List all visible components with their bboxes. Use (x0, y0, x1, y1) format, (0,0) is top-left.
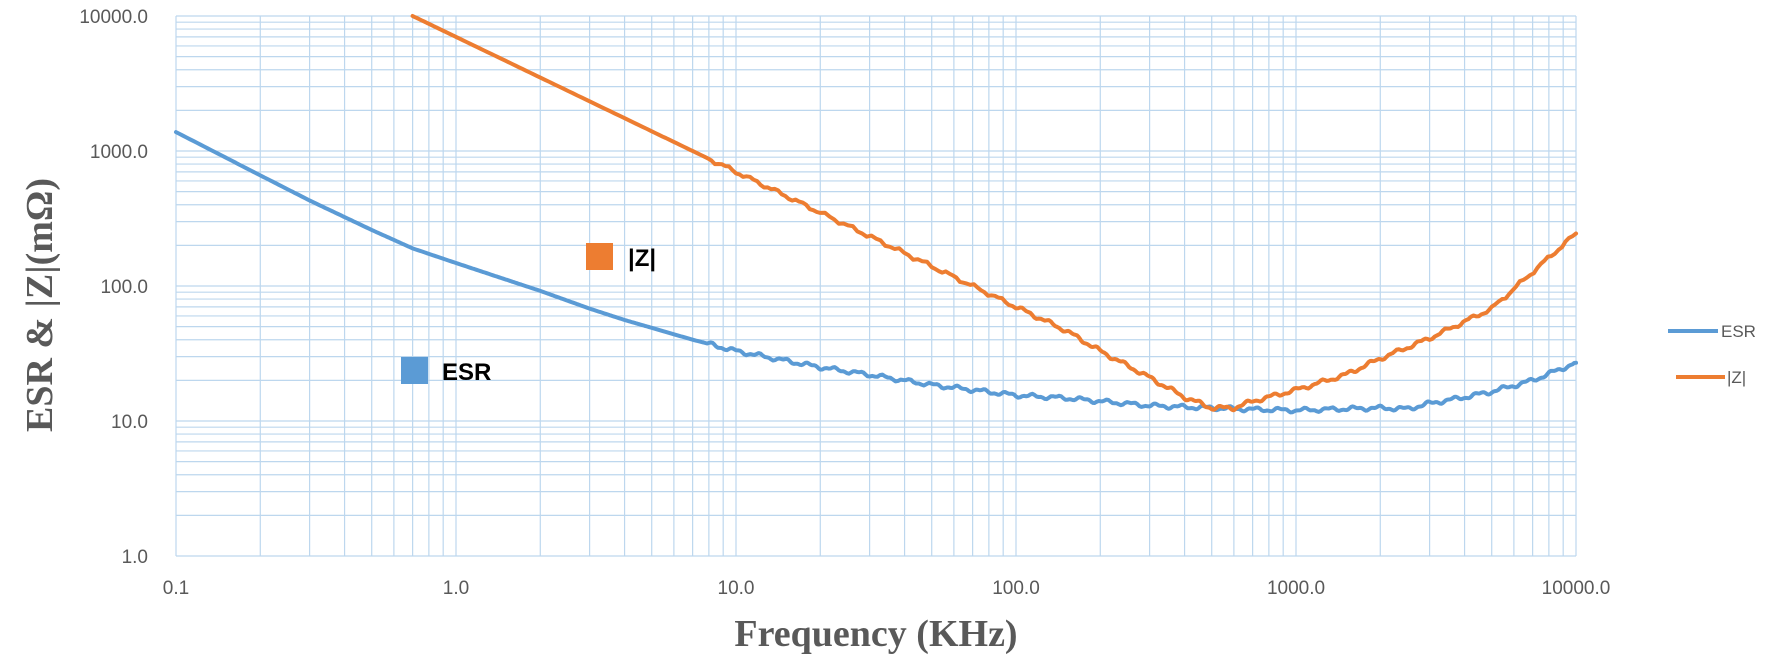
y-tick-label: 1.0 (122, 547, 148, 568)
annotation-esr: ESR (401, 357, 491, 386)
annotation-z: |Z| (586, 243, 656, 272)
y-axis-title: ESR & |Z|(mΩ) (19, 178, 61, 432)
y-tick-label: 100.0 (100, 277, 148, 298)
annotation-esr-label: ESR (442, 359, 491, 386)
series-line-z (410, 14, 1578, 413)
y-tick-label: 1000.0 (90, 142, 148, 163)
y-tick-label: 10.0 (111, 412, 148, 433)
annotation-esr-swatch (401, 357, 428, 384)
x-tick-label: 100.0 (992, 578, 1040, 599)
plot-gridlines (175, 15, 1577, 557)
legend-z-label: |Z| (1727, 368, 1746, 387)
x-tick-label: 10.0 (718, 578, 755, 599)
plot-series (174, 14, 1578, 415)
x-tick-label: 10000.0 (1542, 578, 1611, 599)
legend-esr-label: ESR (1721, 322, 1756, 341)
legend: ESR |Z| (1668, 322, 1756, 387)
series-line-esr (174, 130, 1578, 415)
y-tick-label: 10000.0 (79, 7, 148, 28)
x-tick-label: 0.1 (163, 578, 189, 599)
x-axis-ticks: 0.1 1.0 10.0 100.0 1000.0 10000.0 (163, 578, 1611, 599)
x-tick-label: 1.0 (443, 578, 469, 599)
x-tick-label: 1000.0 (1267, 578, 1325, 599)
annotation-z-swatch (586, 243, 613, 270)
y-axis-ticks: 1.0 10.0 100.0 1000.0 10000.0 (79, 7, 148, 568)
annotation-z-label: |Z| (628, 245, 656, 272)
x-axis-title: Frequency (KHz) (734, 613, 1017, 655)
